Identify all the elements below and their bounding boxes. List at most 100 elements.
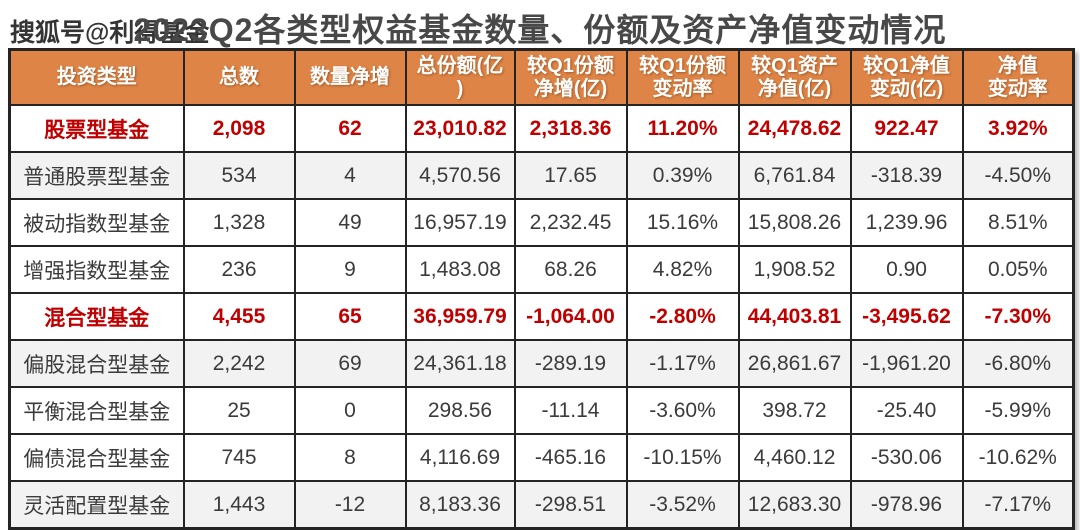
table-cell: 0 — [293, 386, 407, 435]
table-cell: -10.15% — [625, 433, 740, 482]
table-cell: 0.05% — [961, 245, 1075, 294]
table-cell: 8 — [293, 433, 407, 482]
table-cell: 2,318.36 — [513, 104, 628, 153]
table-cell: 0.39% — [625, 151, 740, 200]
table-cell: -978.96 — [849, 480, 964, 530]
table-cell: -25.40 — [849, 386, 964, 435]
header-cell-invest-type: 投资类型 — [8, 48, 185, 106]
table-cell: 236 — [182, 245, 296, 294]
table-cell: 12,683.30 — [737, 480, 852, 530]
table-cell: 298.56 — [404, 386, 516, 435]
table-cell: 534 — [182, 151, 296, 200]
table-cell: -5.99% — [961, 386, 1075, 435]
table-cell: 4,455 — [182, 292, 296, 341]
table-cell: -298.51 — [513, 480, 628, 530]
table-cell: 1,239.96 — [849, 198, 964, 247]
table-cell: 4,116.69 — [404, 433, 516, 482]
table-cell: 17.65 — [513, 151, 628, 200]
fund-table: 投资类型 总数 数量净增 总份额(亿 ) 较Q1份额 净增(亿) 较Q1份额 变… — [8, 48, 1075, 530]
table-cell: 8,183.36 — [404, 480, 516, 530]
table-cell: -7.17% — [961, 480, 1075, 530]
header-cell-q1-share-change-rate: 较Q1份额 变动率 — [625, 48, 740, 106]
table-cell: 增强指数型基金 — [8, 245, 185, 294]
table-cell: 1,328 — [182, 198, 296, 247]
header-cell-total-count: 总数 — [182, 48, 296, 106]
table-cell: -1,961.20 — [849, 339, 964, 388]
row-flexible-allocation-funds: 灵活配置型基金 1,443 -12 8,183.36 -298.51 -3.52… — [8, 480, 1075, 530]
table-cell: 25 — [182, 386, 296, 435]
row-common-stock-funds: 普通股票型基金 534 4 4,570.56 17.65 0.39% 6,761… — [8, 151, 1075, 200]
header-cell-q1-nav: 较Q1资产 净值(亿) — [737, 48, 852, 106]
table-cell: 65 — [293, 292, 407, 341]
sohu-watermark: 搜狐号@利得基金 — [10, 19, 210, 47]
table-cell: -3.52% — [625, 480, 740, 530]
row-balanced-hybrid-funds: 平衡混合型基金 25 0 298.56 -11.14 -3.60% 398.72… — [8, 386, 1075, 435]
table-cell: -7.30% — [961, 292, 1075, 341]
table-cell: -289.19 — [513, 339, 628, 388]
table-cell: -1,064.00 — [513, 292, 628, 341]
table-cell: 36,959.79 — [404, 292, 516, 341]
table-cell: 偏股混合型基金 — [8, 339, 185, 388]
table-cell: 68.26 — [513, 245, 628, 294]
table-cell: 4.82% — [625, 245, 740, 294]
table-cell: 8.51% — [961, 198, 1075, 247]
table-cell: 44,403.81 — [737, 292, 852, 341]
table-cell: 6,761.84 — [737, 151, 852, 200]
table-cell: 混合型基金 — [8, 292, 185, 341]
header-cell-q1-nav-change: 较Q1净值 变动(亿) — [849, 48, 964, 106]
header-cell-q1-share-increase: 较Q1份额 净增(亿) — [513, 48, 628, 106]
table-cell: -12 — [293, 480, 407, 530]
header-row: 投资类型 总数 数量净增 总份额(亿 ) 较Q1份额 净增(亿) 较Q1份额 变… — [8, 48, 1075, 106]
table-cell: -6.80% — [961, 339, 1075, 388]
header-cell-net-increase: 数量净增 — [293, 48, 407, 106]
row-enhanced-index-funds: 增强指数型基金 236 9 1,483.08 68.26 4.82% 1,908… — [8, 245, 1075, 294]
table-cell: -4.50% — [961, 151, 1075, 200]
table-cell: 3.92% — [961, 104, 1075, 153]
table-cell: 4 — [293, 151, 407, 200]
table-cell: 11.20% — [625, 104, 740, 153]
table-cell: 2,098 — [182, 104, 296, 153]
table-cell: 1,443 — [182, 480, 296, 530]
table-cell: 4,460.12 — [737, 433, 852, 482]
table-cell: 0.90 — [849, 245, 964, 294]
table-cell: 24,361.18 — [404, 339, 516, 388]
table-cell: 23,010.82 — [404, 104, 516, 153]
row-stock-funds: 股票型基金 2,098 62 23,010.82 2,318.36 11.20%… — [8, 104, 1075, 153]
table-cell: 1,483.08 — [404, 245, 516, 294]
table-cell: -318.39 — [849, 151, 964, 200]
table-cell: 普通股票型基金 — [8, 151, 185, 200]
table-cell: 15,808.26 — [737, 198, 852, 247]
table-cell: 922.47 — [849, 104, 964, 153]
row-passive-index-funds: 被动指数型基金 1,328 49 16,957.19 2,232.45 15.1… — [8, 198, 1075, 247]
table-cell: 24,478.62 — [737, 104, 852, 153]
table-cell: -530.06 — [849, 433, 964, 482]
page-title: 2023Q2各类型权益基金数量、份额及资产净值变动情况 — [133, 12, 947, 48]
header-cell-nav-change-rate: 净值 变动率 — [961, 48, 1075, 106]
table-cell: -1.17% — [625, 339, 740, 388]
table-cell: 16,957.19 — [404, 198, 516, 247]
table-cell: 灵活配置型基金 — [8, 480, 185, 530]
table-cell: 69 — [293, 339, 407, 388]
row-hybrid-funds: 混合型基金 4,455 65 36,959.79 -1,064.00 -2.80… — [8, 292, 1075, 341]
table-cell: 平衡混合型基金 — [8, 386, 185, 435]
table-cell: 49 — [293, 198, 407, 247]
table-cell: 2,242 — [182, 339, 296, 388]
table-cell: 15.16% — [625, 198, 740, 247]
table-cell: 1,908.52 — [737, 245, 852, 294]
header-cell-total-shares: 总份额(亿 ) — [404, 48, 516, 106]
table-cell: -3,495.62 — [849, 292, 964, 341]
table-cell: 9 — [293, 245, 407, 294]
table-cell: -2.80% — [625, 292, 740, 341]
table-cell: -11.14 — [513, 386, 628, 435]
table-cell: 745 — [182, 433, 296, 482]
table-cell: 26,861.67 — [737, 339, 852, 388]
table-cell: 62 — [293, 104, 407, 153]
table-cell: 股票型基金 — [8, 104, 185, 153]
table-cell: -465.16 — [513, 433, 628, 482]
table-cell: 398.72 — [737, 386, 852, 435]
table-cell: 4,570.56 — [404, 151, 516, 200]
row-debt-biased-hybrid-funds: 偏债混合型基金 745 8 4,116.69 -465.16 -10.15% 4… — [8, 433, 1075, 482]
row-equity-biased-hybrid-funds: 偏股混合型基金 2,242 69 24,361.18 -289.19 -1.17… — [8, 339, 1075, 388]
table-cell: 被动指数型基金 — [8, 198, 185, 247]
table-cell: 2,232.45 — [513, 198, 628, 247]
